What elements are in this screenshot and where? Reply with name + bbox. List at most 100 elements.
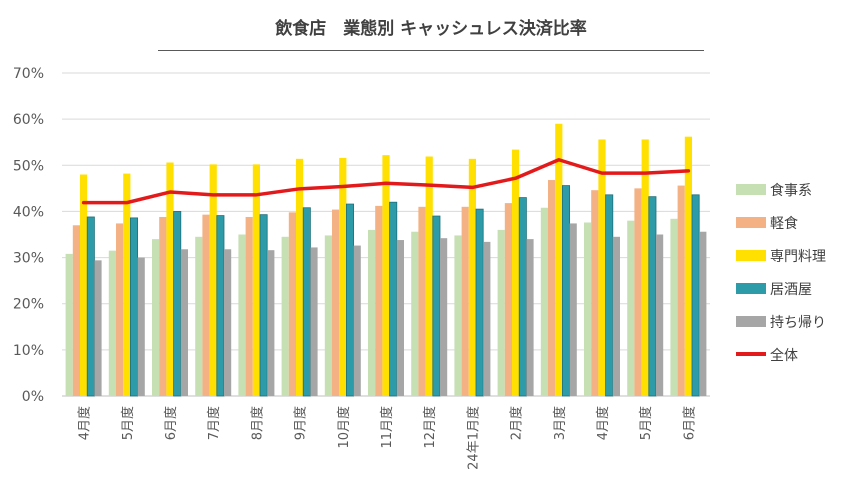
legend-label-izakaya: 居酒屋 [770,282,812,298]
legend-swatch-izakaya [736,283,766,294]
bar [634,188,642,396]
bar [584,222,592,396]
bar [569,223,577,396]
bar [605,194,614,397]
legend-swatch-shokuji [736,184,766,195]
bar [108,250,116,396]
x-tick-label: 9月度 [293,406,309,440]
x-tick-label: 7月度 [206,406,222,440]
bar [310,247,318,396]
chart-title: 飲食店 業態別 キャッシュレス決済比率 [275,19,587,39]
bar [238,234,246,396]
legend-label-shokuji: 食事系 [770,183,812,199]
title-underline [158,50,704,51]
x-tick-label: 5月度 [120,406,136,440]
bar [224,249,232,396]
bar [670,218,678,396]
bar [65,253,73,396]
y-tick-label: 20% [13,297,44,313]
bar [382,155,390,396]
bar [332,209,340,396]
bar [562,185,571,397]
bar [94,260,102,396]
bar [598,139,606,396]
bar [302,207,311,397]
bar [339,157,347,396]
x-tick-label: 4月度 [595,406,611,440]
bar [375,205,383,396]
bar [425,156,433,396]
bar [475,208,484,397]
bar [166,162,174,396]
x-tick-label: 2月度 [509,406,525,440]
bar [504,203,512,396]
legend-label-senmon: 専門料理 [770,249,826,265]
x-tick-label: 5月度 [638,406,654,440]
y-tick-label: 40% [13,204,44,220]
x-tick-label: 8月度 [249,406,265,440]
bar [245,216,253,396]
y-tick-label: 60% [13,112,44,128]
legend-swatch-keishoku [736,217,766,228]
bar [173,211,182,397]
x-tick-label: 4月度 [77,406,93,440]
x-tick-label: 3月度 [552,406,568,440]
bar [180,249,188,396]
bar [555,123,563,396]
x-tick-label: 6月度 [681,406,697,440]
bar [418,206,426,396]
bar [202,214,210,396]
bar [540,207,548,396]
bar [324,235,332,396]
bar [86,216,95,397]
bar [123,173,131,396]
x-tick-label: 11月度 [379,406,395,449]
bar [396,240,404,396]
bar [518,197,527,397]
bar [627,220,635,396]
y-tick-label: 0% [22,389,44,405]
bar [389,201,398,397]
bar [483,241,491,396]
bar [612,236,620,396]
x-tick-label: 12月度 [422,406,438,449]
bar [288,212,296,396]
bar [461,206,469,396]
x-tick-label: 10月度 [336,406,352,449]
bar [353,245,361,396]
bar [281,236,289,396]
bar [252,164,260,396]
bar [80,174,88,396]
bar [432,215,441,397]
legend-label-mochikaeri: 持ち帰り [770,315,826,331]
legend-line-zentai [736,352,766,356]
bar [641,139,649,396]
legend-swatch-senmon [736,250,766,261]
bar [296,158,304,396]
bar [159,216,167,396]
y-tick-label: 50% [13,158,44,174]
bar [116,223,124,396]
bar [454,235,462,396]
bar [656,234,664,396]
y-tick-label: 10% [13,343,44,359]
x-tick-label: 6月度 [163,406,179,440]
y-tick-label: 70% [13,66,44,82]
bar [195,236,203,396]
bar [368,229,376,396]
bar [137,257,145,396]
bar [526,239,534,396]
bar [468,158,476,396]
bar [512,149,520,396]
bar [691,194,700,397]
bar [699,231,707,396]
bar [591,190,599,396]
bar [684,136,692,396]
legend-label-keishoku: 軽食 [770,216,798,232]
bar [548,180,556,396]
total-series-line [81,158,691,205]
bar [216,215,225,397]
bar [345,203,354,397]
